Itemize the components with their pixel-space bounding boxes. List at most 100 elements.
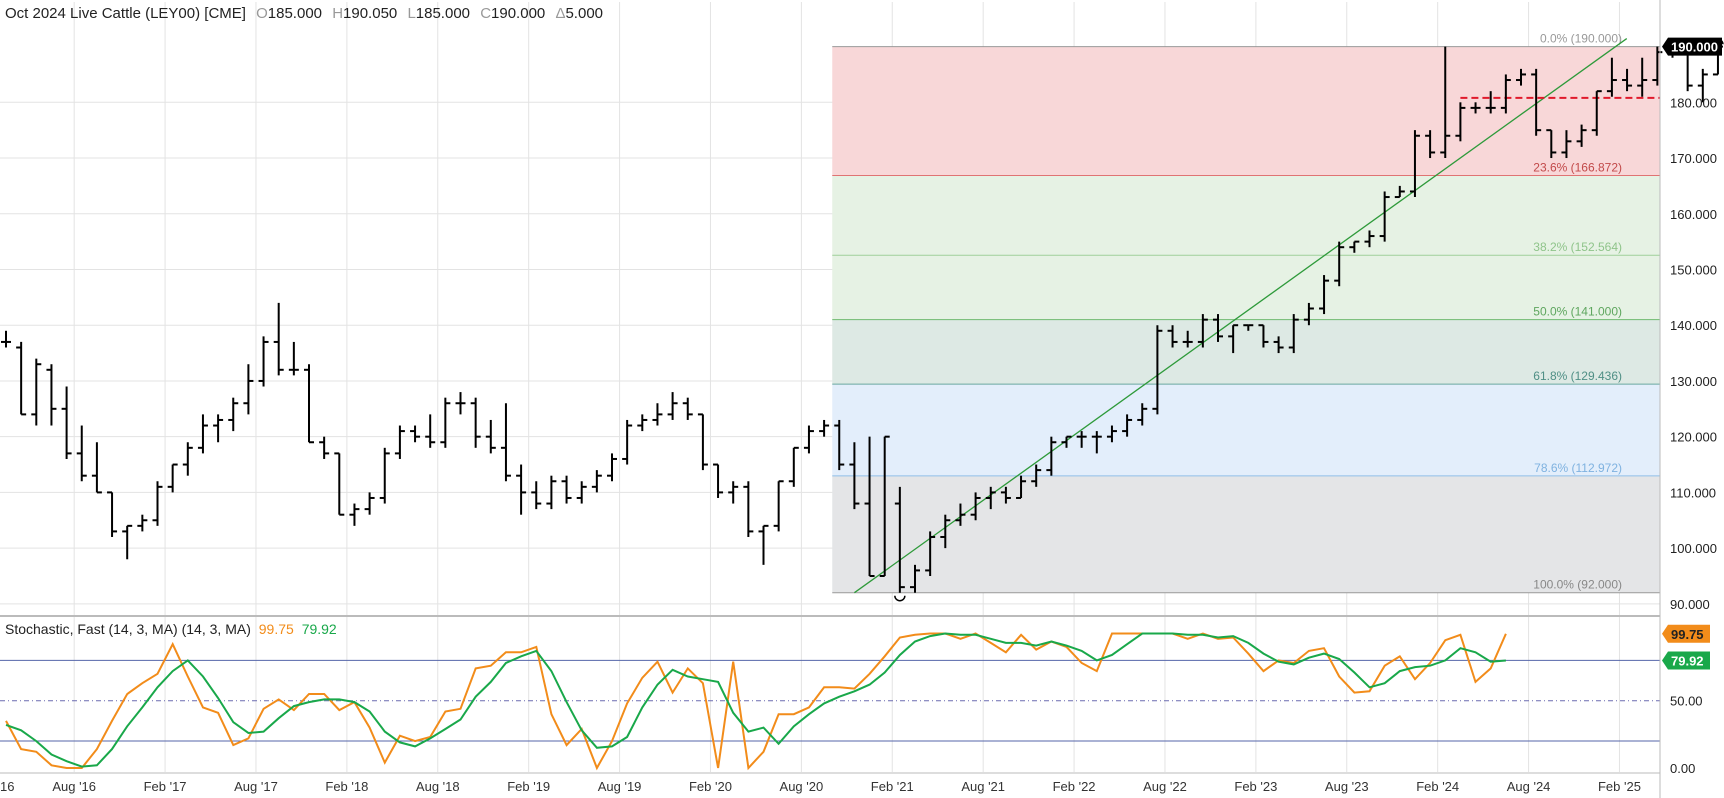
- price-bar: [1516, 68, 1526, 86]
- price-bar: [349, 503, 360, 526]
- price-bar: [410, 425, 421, 443]
- x-tick-label: Feb '20: [689, 779, 732, 794]
- price-bar: [1576, 124, 1587, 147]
- price-bar: [1455, 102, 1466, 142]
- price-bar: [1122, 414, 1133, 437]
- price-bar: [1394, 185, 1405, 199]
- fib-zone: [832, 384, 1660, 476]
- stochastic-d-badge-label: 79.92: [1671, 653, 1704, 668]
- x-tick-label: Aug '23: [1325, 779, 1369, 794]
- price-bar: [1697, 68, 1708, 103]
- price-bar: [1031, 464, 1042, 487]
- x-tick-label: Feb '24: [1416, 779, 1459, 794]
- price-bar: [1591, 90, 1602, 136]
- change-label: Δ: [555, 5, 565, 22]
- trendline-group: [854, 38, 1660, 594]
- stochastic-k-badge: [1662, 624, 1710, 643]
- price-bar: [1213, 314, 1223, 342]
- price-bar: [819, 419, 830, 437]
- price-bar: [31, 358, 42, 426]
- price-bar: [440, 397, 451, 448]
- price-bar: [1, 330, 11, 348]
- x-tick-label: Feb '19: [507, 779, 550, 794]
- stochastic-panel: [0, 632, 1660, 771]
- price-bar: [728, 481, 739, 504]
- chart-header: Oct 2024 Live Cattle (LEY00) [CME] O185.…: [5, 5, 603, 22]
- price-bar: [1379, 191, 1390, 242]
- price-bar: [485, 419, 496, 454]
- stochastic-tick-label: 0.00: [1670, 761, 1695, 776]
- price-bar: [803, 425, 814, 454]
- price-bar: [46, 364, 57, 426]
- change-value: 5.000: [565, 5, 603, 22]
- price-bar: [258, 336, 269, 387]
- price-bar: [76, 425, 87, 482]
- x-tick-label: 16: [0, 779, 14, 794]
- price-bar: [713, 463, 724, 498]
- y-tick-label: 140.000: [1670, 318, 1717, 333]
- price-bar: [273, 302, 284, 376]
- price-bar: [910, 564, 920, 593]
- price-bar: [470, 397, 481, 448]
- y-tick-label: 170.000: [1670, 151, 1717, 166]
- price-bar: [1364, 230, 1375, 248]
- price-bar: [1016, 475, 1027, 499]
- x-tick-label: Aug '24: [1507, 779, 1551, 794]
- price-bar: [849, 442, 860, 510]
- fib-zone: [832, 475, 1660, 593]
- price-bar: [1409, 130, 1420, 198]
- price-bar: [379, 447, 390, 504]
- price-bar: [894, 486, 905, 593]
- x-tick-label: Aug '17: [234, 779, 278, 794]
- price-bar: [1561, 130, 1572, 159]
- x-tick-label: Aug '20: [780, 779, 824, 794]
- stochastic-k-line: [5, 632, 1507, 771]
- fib-level-label: 50.0% (141.000): [1533, 305, 1622, 319]
- price-bar: [1546, 129, 1557, 159]
- price-bar: [16, 341, 27, 416]
- x-tick-label: Feb '22: [1053, 779, 1096, 794]
- fib-level-label: 78.6% (112.972): [1534, 461, 1622, 475]
- price-bar: [1303, 302, 1314, 326]
- price-bar: [1606, 57, 1617, 97]
- price-bar: [1485, 91, 1496, 114]
- price-bar: [788, 446, 799, 487]
- price-bar: [91, 442, 102, 494]
- price-bar: [864, 436, 875, 577]
- y-tick-label: 130.000: [1670, 374, 1717, 389]
- fib-zone: [832, 46, 1660, 176]
- price-bar: [652, 403, 663, 426]
- x-tick-label: Aug '16: [52, 779, 96, 794]
- y-tick-label: 90.000: [1670, 597, 1710, 612]
- stochastic-d-badge: [1662, 651, 1710, 670]
- price-bar: [1334, 241, 1345, 287]
- price-bar: [622, 419, 633, 465]
- price-bar: [228, 397, 239, 432]
- chart-title: Oct 2024 Live Cattle (LEY00) [CME]: [5, 5, 246, 22]
- fibonacci-labels: 0.0% (190.000) 23.6% (166.872) 38.2% (152.…: [1533, 32, 1622, 592]
- stochastic-label: Stochastic, Fast (14, 3, MA) (14, 3, MA): [5, 621, 251, 637]
- price-bar: [1258, 324, 1269, 348]
- price-bar: [834, 419, 845, 471]
- close-label: C: [480, 5, 491, 22]
- price-bar: [1470, 102, 1481, 114]
- price-bar: [455, 392, 466, 415]
- price-bar: [516, 464, 527, 515]
- price-bar: [637, 414, 648, 432]
- price-bar: [1319, 275, 1330, 315]
- low-value: 185.000: [416, 5, 470, 22]
- price-bar: [1046, 436, 1057, 476]
- fib-level-label: 38.2% (152.564): [1533, 240, 1622, 254]
- y-tick-label: 120.000: [1670, 430, 1717, 445]
- open-value: 185.000: [268, 5, 322, 22]
- price-bar: [1167, 325, 1178, 348]
- price-bar: [879, 435, 890, 577]
- price-bar: [561, 475, 572, 504]
- price-bar: [122, 524, 133, 560]
- y-tick-label: 160.000: [1670, 207, 1717, 222]
- price-bar: [288, 341, 299, 376]
- fib-zone: [832, 255, 1660, 320]
- price-bar: [394, 425, 405, 459]
- swing-low-marker: [894, 595, 906, 602]
